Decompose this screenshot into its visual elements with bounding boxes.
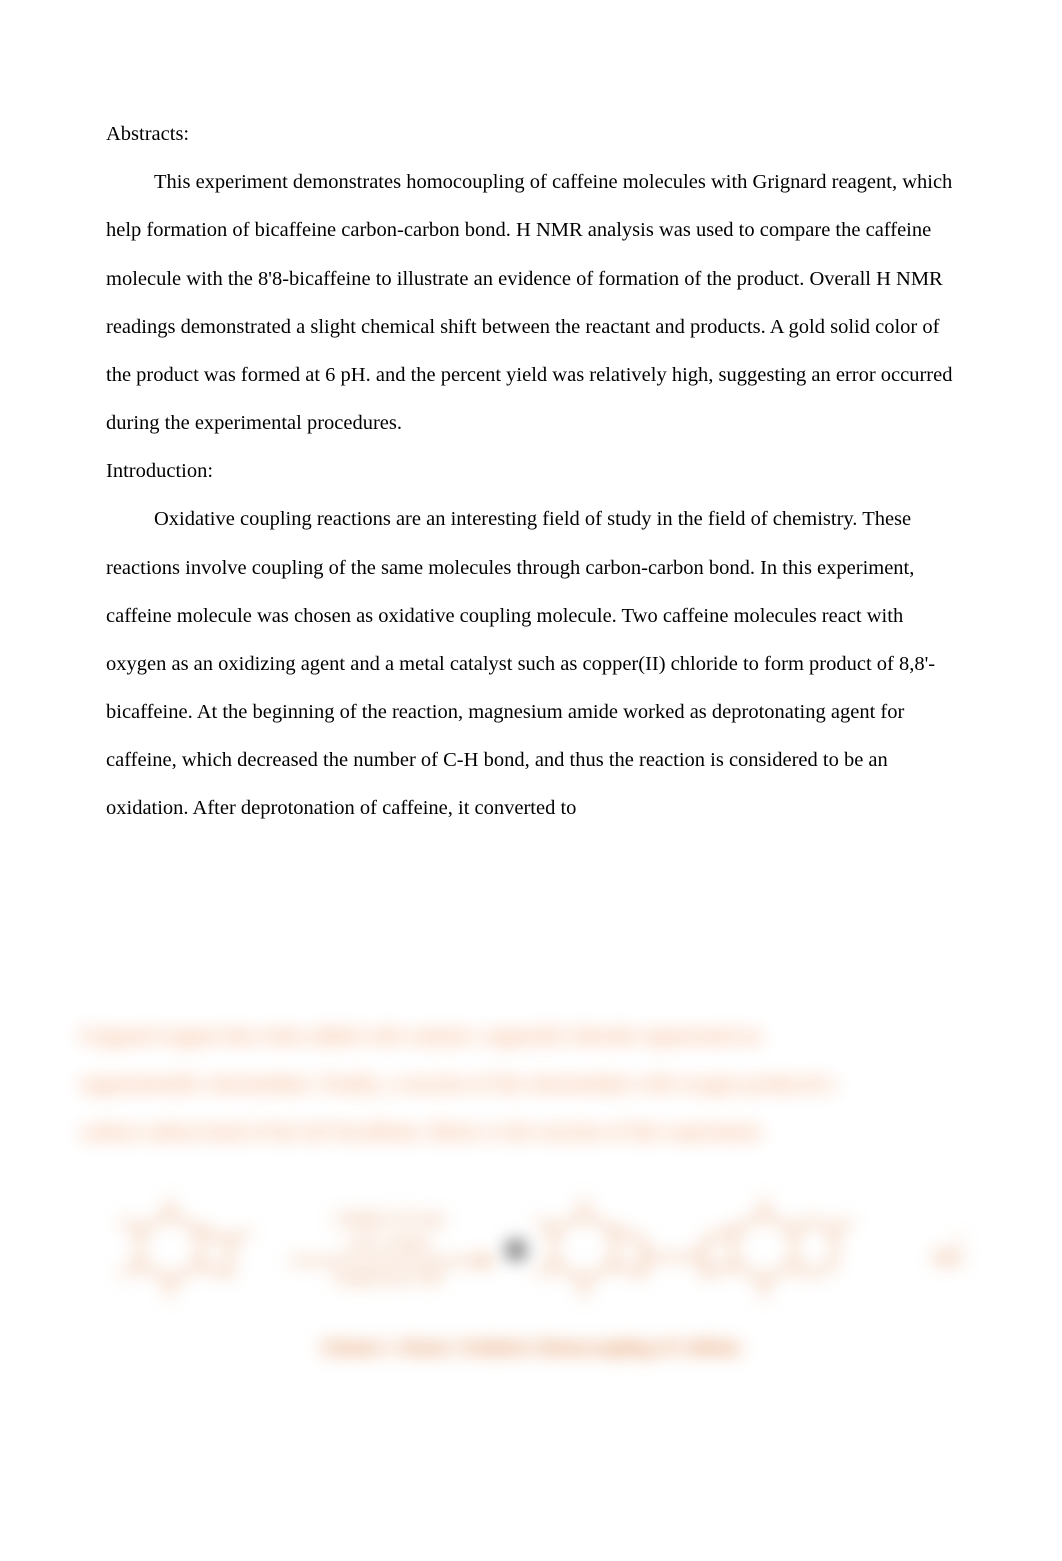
- scheme-dot: [507, 1241, 525, 1259]
- blurred-text-block: Grignard reagent that when added with ca…: [80, 1012, 982, 1157]
- intro-paragraph-visible: Oxidative coupling reactions are an inte…: [106, 495, 956, 832]
- scheme-row: i-PrMgCl·LiCl (aq) CuCl₂ Catalyst Oxygen…: [100, 1175, 962, 1325]
- scheme-caption: Scheme 1. Route: Oxidative Homocoupling …: [100, 1337, 962, 1358]
- arrow-icon: [289, 1260, 489, 1262]
- abstract-paragraph: This experiment demonstrates homocouplin…: [106, 158, 956, 447]
- blurred-line-1: Grignard reagent that when added with ca…: [80, 1012, 982, 1060]
- product-structure: [534, 1190, 914, 1310]
- reagent-line-1: i-PrMgCl·LiCl (aq): [333, 1209, 443, 1231]
- reaction-scheme: i-PrMgCl·LiCl (aq) CuCl₂ Catalyst Oxygen…: [100, 1175, 962, 1375]
- byproduct-label: + H₂O: [922, 1233, 962, 1267]
- page: Abstracts: This experiment demonstrates …: [0, 0, 1062, 833]
- reagent-line-2: CuCl₂ Catalyst: [347, 1232, 431, 1254]
- introduction-heading: Introduction:: [106, 447, 956, 495]
- reagent-line-3: Oxygen/Liq,C,THF: [333, 1268, 443, 1290]
- reactant-structure: [100, 1190, 270, 1310]
- reaction-arrow: i-PrMgCl·LiCl (aq) CuCl₂ Catalyst Oxygen…: [279, 1209, 499, 1290]
- blurred-line-2: organometallic intermediate. Finally, a …: [80, 1060, 982, 1108]
- abstracts-heading: Abstracts:: [106, 110, 956, 158]
- blurred-line-3: carbon-carbon bond of the 8,8'-bicaffein…: [80, 1108, 982, 1156]
